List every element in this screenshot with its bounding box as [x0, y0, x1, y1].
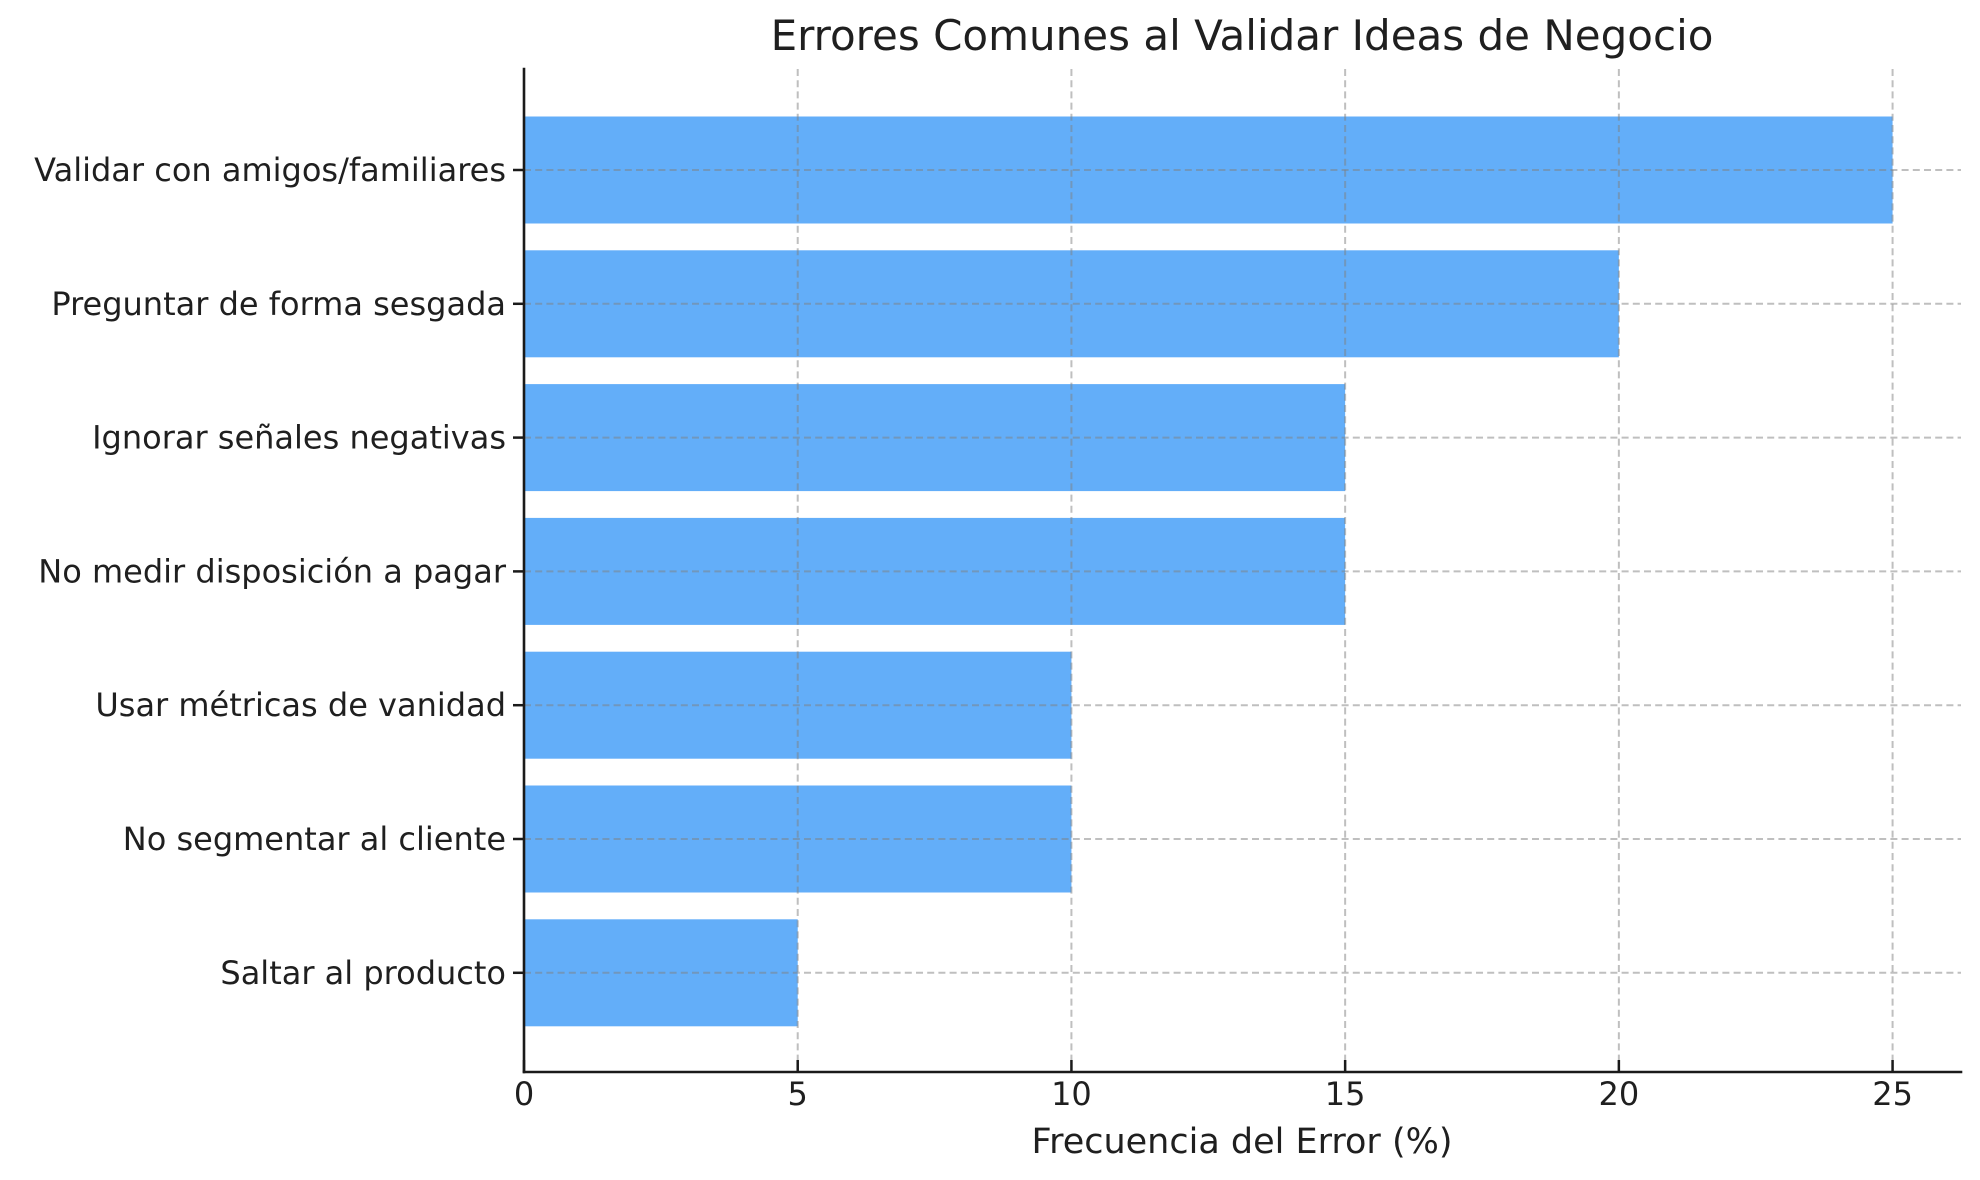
y-category-label-1: Preguntar de forma sesgada — [51, 285, 506, 323]
y-category-label-6: Saltar al producto — [220, 954, 506, 992]
x-tick-label-5: 5 — [788, 1075, 808, 1113]
y-category-labels-group: Validar con amigos/familiares Preguntar d… — [34, 151, 507, 992]
y-category-label-3: No medir disposición a pagar — [38, 552, 507, 590]
x-axis-label: Frecuencia del Error (%) — [1031, 1122, 1452, 1162]
x-tick-label-10: 10 — [1051, 1075, 1092, 1113]
x-tick-label-20: 20 — [1598, 1075, 1639, 1113]
y-category-label-4: Usar métricas de vanidad — [95, 686, 506, 724]
y-category-label-0: Validar con amigos/familiares — [34, 151, 506, 189]
x-tick-label-0: 0 — [514, 1075, 534, 1113]
x-tick-label-15: 15 — [1325, 1075, 1366, 1113]
y-category-label-5: No segmentar al cliente — [123, 820, 506, 858]
x-tick-labels-group: 0 5 10 15 20 25 — [514, 1075, 1913, 1113]
chart-title: Errores Comunes al Validar Ideas de Nego… — [771, 11, 1714, 60]
y-category-label-2: Ignorar señales negativas — [92, 419, 506, 457]
gridlines-group — [524, 69, 1961, 1072]
x-tick-label-25: 25 — [1872, 1075, 1913, 1113]
